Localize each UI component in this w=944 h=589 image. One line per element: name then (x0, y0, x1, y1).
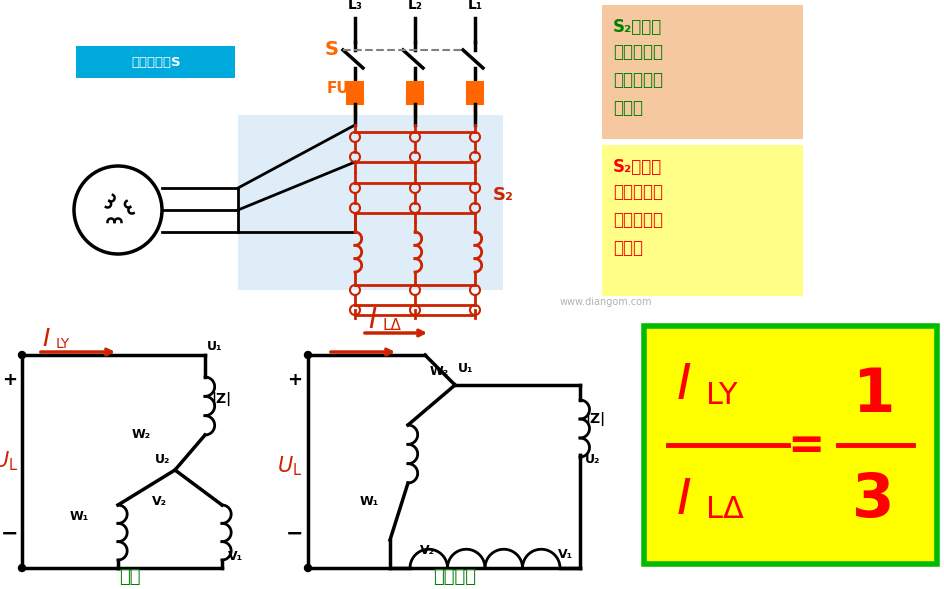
Text: 压器，全压: 压器，全压 (613, 71, 663, 89)
FancyBboxPatch shape (238, 115, 502, 290)
FancyBboxPatch shape (601, 145, 802, 296)
Text: LY: LY (705, 380, 736, 409)
Text: $\mathit{I}$: $\mathit{I}$ (675, 361, 691, 409)
Text: W₁: W₁ (360, 495, 379, 508)
FancyBboxPatch shape (76, 46, 235, 78)
Circle shape (19, 564, 25, 571)
Circle shape (19, 352, 25, 359)
Text: U₁: U₁ (458, 362, 473, 375)
Text: 压器，降压: 压器，降压 (613, 211, 663, 229)
Text: S₂: S₂ (493, 186, 514, 204)
Text: +: + (287, 371, 302, 389)
Text: |Z|: |Z| (211, 392, 231, 406)
Text: 合刀闸开关S: 合刀闸开关S (131, 55, 180, 68)
Text: L₂: L₂ (407, 0, 422, 12)
Text: 接入自耦变: 接入自耦变 (613, 183, 663, 201)
Text: +: + (3, 371, 18, 389)
Text: L₃: L₃ (347, 0, 362, 12)
Text: www.diangom.com: www.diangom.com (560, 297, 651, 307)
Text: LΔ: LΔ (705, 495, 743, 524)
Text: −: − (1, 524, 19, 544)
Text: L₁: L₁ (467, 0, 482, 12)
Text: 3: 3 (851, 471, 893, 530)
Text: W₂: W₂ (430, 365, 448, 378)
Text: 切除自耦变: 切除自耦变 (613, 43, 663, 61)
Text: V₁: V₁ (228, 550, 243, 563)
Text: $\mathit{U}_{\mathrm{L}}$: $\mathit{U}_{\mathrm{L}}$ (278, 455, 302, 478)
Text: LY: LY (56, 337, 70, 351)
Text: −: − (286, 524, 303, 544)
Text: FU: FU (327, 81, 349, 96)
Text: 起动。: 起动。 (613, 239, 642, 257)
Text: U₂: U₂ (584, 453, 599, 466)
FancyBboxPatch shape (346, 82, 362, 104)
Text: V₂: V₂ (152, 495, 167, 508)
Text: |Z|: |Z| (584, 412, 604, 426)
Text: S₂上合：: S₂上合： (613, 18, 662, 36)
Text: $\mathit{I}$: $\mathit{I}$ (675, 476, 691, 524)
FancyBboxPatch shape (466, 82, 482, 104)
Circle shape (304, 352, 312, 359)
Text: LΔ: LΔ (382, 317, 401, 333)
Text: 工作。: 工作。 (613, 99, 642, 117)
Text: V₁: V₁ (557, 548, 572, 561)
Text: $\mathit{I}$: $\mathit{I}$ (42, 327, 51, 351)
Text: U₂: U₂ (155, 453, 170, 466)
Text: V₂: V₂ (419, 544, 434, 557)
Text: 起动: 起动 (119, 568, 141, 586)
FancyBboxPatch shape (601, 5, 802, 139)
Text: S: S (325, 40, 339, 59)
FancyBboxPatch shape (407, 82, 423, 104)
Circle shape (304, 564, 312, 571)
Text: W₂: W₂ (132, 428, 151, 441)
Text: U₁: U₁ (207, 340, 222, 353)
Text: $\mathit{I}$: $\mathit{I}$ (367, 306, 377, 334)
Text: =: = (786, 423, 824, 466)
Text: W₁: W₁ (70, 510, 89, 523)
Text: 正常运行: 正常运行 (433, 568, 476, 586)
Text: $\mathit{U}_{\mathrm{L}}$: $\mathit{U}_{\mathrm{L}}$ (0, 449, 19, 474)
FancyBboxPatch shape (643, 326, 936, 564)
Text: 1: 1 (851, 366, 893, 425)
Text: S₂下合：: S₂下合： (613, 158, 662, 176)
